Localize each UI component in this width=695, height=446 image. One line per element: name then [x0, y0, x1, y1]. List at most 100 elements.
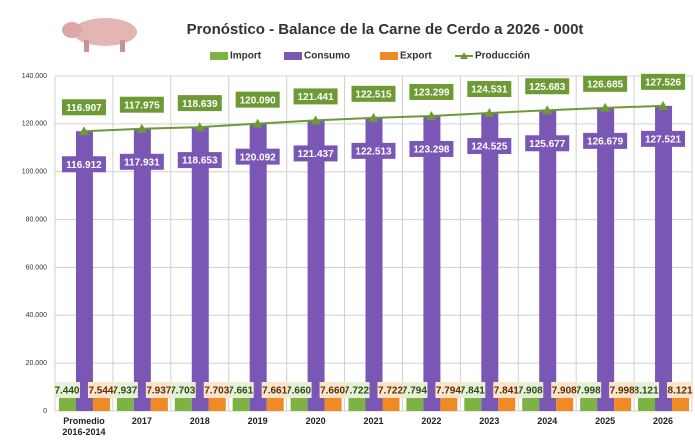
value-label-box — [285, 382, 312, 398]
x-tick-label: 2020 — [305, 416, 326, 426]
value-label: 121.441 — [298, 92, 335, 103]
y-tick-label: 120.000 — [22, 121, 47, 128]
value-label-box — [525, 135, 570, 152]
legend-marker — [460, 52, 468, 59]
value-label: 7.661 — [228, 386, 253, 397]
value-label: 118.639 — [182, 99, 218, 110]
x-tick-label: 2021 — [363, 416, 384, 426]
legend-swatch — [380, 52, 398, 60]
y-tick-label: 60.000 — [26, 264, 48, 271]
bar — [75, 131, 93, 412]
value-label: 121.437 — [298, 149, 335, 160]
line-marker — [194, 122, 205, 132]
value-label-box — [583, 132, 628, 149]
value-label-box — [641, 130, 686, 147]
value-label: 7.660 — [286, 386, 311, 397]
legend-swatch — [210, 52, 228, 60]
value-label: 117.931 — [124, 157, 160, 168]
value-label: 7.937 — [146, 386, 171, 397]
value-label-box — [119, 153, 164, 170]
value-label: 7.794 — [402, 386, 427, 397]
value-label-box — [203, 382, 230, 398]
bar — [249, 123, 267, 412]
value-label: 123.298 — [413, 145, 450, 156]
value-label-box — [409, 83, 454, 100]
value-label: 123.299 — [413, 88, 450, 99]
value-label-box — [351, 142, 396, 159]
value-label: 124.525 — [471, 142, 508, 153]
y-tick-label: 20.000 — [26, 360, 48, 367]
legend-label: Import — [230, 51, 262, 62]
value-label-box — [351, 85, 396, 102]
x-tick-label: 2023 — [479, 416, 500, 426]
value-label: 7.440 — [54, 386, 79, 397]
value-label: 120.092 — [240, 152, 277, 163]
legend-label: Export — [400, 51, 432, 62]
value-label: 118.653 — [182, 156, 218, 167]
x-tick-label: 2017 — [131, 416, 152, 426]
bar — [539, 110, 557, 412]
value-label: 7.841 — [494, 386, 519, 397]
line-marker — [600, 102, 611, 112]
pig-icon — [62, 18, 137, 52]
value-label: 7.722 — [378, 386, 403, 397]
value-label: 7.908 — [552, 386, 577, 397]
value-label-box — [235, 91, 280, 108]
value-label-box — [493, 382, 520, 398]
x-tick-label: 2026 — [653, 416, 674, 426]
x-tick-label: 2018 — [189, 416, 210, 426]
value-label: 7.998 — [576, 386, 601, 397]
legend-label: Consumo — [304, 51, 350, 62]
value-label-box — [177, 152, 222, 169]
value-label-box — [169, 382, 196, 398]
value-label: 122.513 — [355, 146, 392, 157]
line-marker — [136, 123, 147, 133]
value-label: 120.090 — [240, 95, 277, 106]
chart-title: Pronóstico - Balance de la Carne de Cerd… — [187, 21, 584, 38]
value-label-box — [435, 382, 462, 398]
value-label-box — [517, 382, 544, 398]
bar — [365, 117, 383, 411]
value-label-box — [467, 81, 512, 98]
value-label-box — [235, 148, 280, 165]
y-tick-label: 140.000 — [22, 73, 47, 80]
value-label: 7.841 — [460, 386, 485, 397]
bar — [423, 115, 441, 411]
value-label-box — [409, 140, 454, 157]
value-label-box — [119, 96, 164, 113]
legend-swatch — [284, 52, 302, 60]
value-label: 7.661 — [262, 386, 287, 397]
y-tick-label: 80.000 — [26, 216, 48, 223]
value-label-box — [377, 382, 404, 398]
value-label: 7.660 — [320, 386, 345, 397]
value-label: 117.975 — [124, 100, 160, 111]
value-label: 127.521 — [645, 135, 682, 146]
value-label: 7.544 — [88, 386, 113, 397]
value-label: 7.937 — [112, 386, 137, 397]
line-marker — [658, 100, 669, 110]
line-marker — [368, 112, 379, 122]
value-label: 125.683 — [529, 82, 566, 93]
value-label-box — [227, 382, 254, 398]
line-marker — [252, 118, 263, 128]
line-marker — [78, 126, 89, 136]
value-label-box — [667, 382, 694, 398]
legend-label: Producción — [475, 51, 530, 62]
value-label-box — [551, 382, 578, 398]
x-tick-label: 2025 — [595, 416, 616, 426]
value-label: 7.794 — [436, 386, 461, 397]
line-marker — [542, 105, 553, 115]
x-tick-label: Promedio 2016-2014 — [62, 416, 106, 437]
value-label: 126.685 — [587, 80, 624, 91]
bar — [655, 105, 673, 411]
value-label: 8.121 — [634, 386, 659, 397]
value-label-box — [641, 73, 686, 90]
value-label-box — [293, 88, 338, 105]
x-tick-label: 2024 — [537, 416, 558, 426]
bar — [307, 120, 325, 411]
value-label-box — [583, 75, 628, 92]
bar — [191, 127, 209, 411]
value-label-box — [177, 95, 222, 112]
